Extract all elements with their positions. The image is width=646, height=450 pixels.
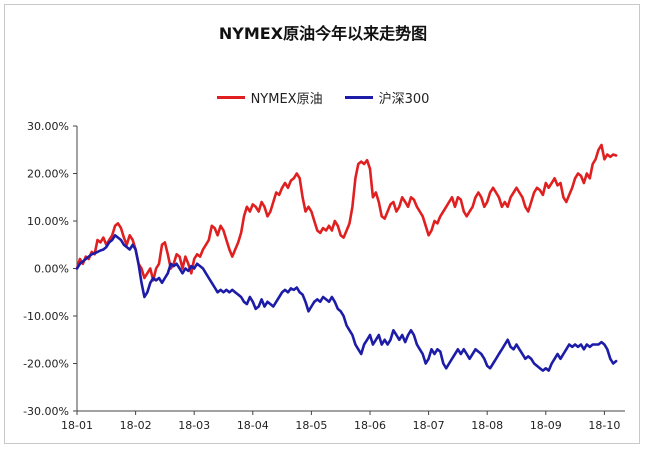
- y-tick-label: -20.00%: [23, 358, 69, 371]
- chart-legend: NYMEX原油 沪深300: [0, 88, 646, 107]
- chart-title: NYMEX原油今年以来走势图: [218, 24, 428, 43]
- legend-swatch-hs300: [344, 95, 373, 99]
- y-tick-label: 0.00%: [34, 263, 69, 276]
- x-tick-label: 18-06: [354, 419, 386, 432]
- legend-label-nymex: NYMEX原油: [250, 91, 323, 107]
- x-tick-label: 18-04: [237, 419, 269, 432]
- series-line-nymex: [75, 143, 618, 282]
- y-tick-label: -30.00%: [23, 405, 69, 418]
- y-tick-label: 20.00%: [27, 168, 69, 181]
- x-tick-label: 18-05: [295, 419, 327, 432]
- series-line-hs300: [75, 234, 618, 372]
- y-tick-label: 30.00%: [27, 120, 69, 133]
- legend-label-hs300: 沪深300: [378, 91, 430, 107]
- legend-item-hs300: 沪深300: [344, 88, 430, 107]
- x-tick-label: 18-09: [530, 419, 562, 432]
- x-tick-label: 18-02: [120, 419, 152, 432]
- x-tick-label: 18-08: [471, 419, 503, 432]
- y-tick-label: 10.00%: [27, 215, 69, 228]
- x-tick-label: 18-10: [588, 419, 620, 432]
- y-tick-label: -10.00%: [23, 310, 69, 323]
- x-tick-label: 18-01: [61, 419, 93, 432]
- x-tick-label: 18-03: [178, 419, 210, 432]
- legend-item-nymex: NYMEX原油: [216, 88, 323, 107]
- x-tick-label: 18-07: [413, 419, 445, 432]
- legend-swatch-nymex: [216, 95, 245, 99]
- chart-frame: [4, 4, 640, 444]
